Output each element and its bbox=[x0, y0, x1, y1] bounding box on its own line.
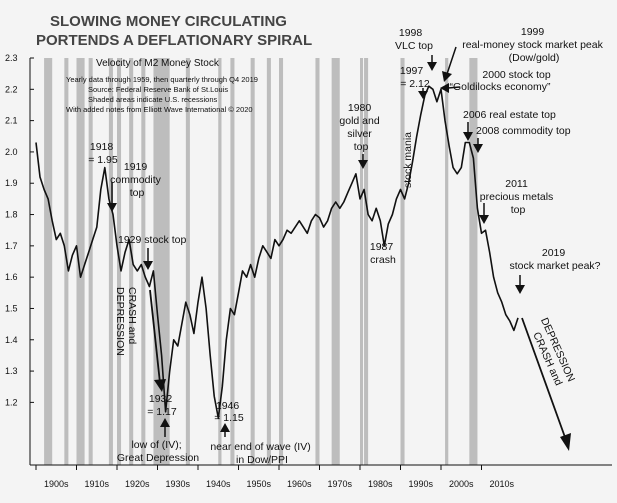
chart-title-block: SLOWING MONEY CIRCULATING PORTENDS A DEF… bbox=[36, 13, 312, 114]
arrow-1946-head bbox=[220, 423, 230, 432]
arrow-1932-head bbox=[160, 418, 170, 427]
arrow-1998-head bbox=[427, 62, 437, 71]
annotation-wave-iv: near end of wave (IV) in Dow/PPI bbox=[210, 441, 313, 466]
arrow-2019-head bbox=[515, 285, 525, 294]
recession-band bbox=[469, 58, 478, 465]
annotation-2019: 2019 stock market peak? bbox=[509, 247, 600, 272]
x-axis-ticks: 1900s 1910s 1920s 1930s 1940s 1950s 1960s 1970s… bbox=[35, 465, 515, 489]
y-tick-label: 2.3 bbox=[5, 53, 18, 63]
y-tick-label: 1.2 bbox=[5, 397, 18, 407]
arrow-1929-head bbox=[143, 261, 153, 270]
arrow-1919-head bbox=[107, 203, 117, 212]
annotation-1998-vlc-top: 1998 VLC top bbox=[395, 27, 433, 52]
y-tick-label: 1.6 bbox=[5, 272, 18, 282]
recession-band bbox=[400, 58, 405, 465]
recession-band bbox=[315, 58, 320, 465]
annotation-2006: 2006 real estate top bbox=[463, 109, 556, 121]
y-axis-ticks: 1.2 1.3 1.4 1.5 1.6 1.7 1.8 1.9 2.0 2.1 2.2 2.3 bbox=[5, 53, 34, 407]
x-tick-label: 1970s bbox=[327, 479, 352, 489]
arrow-2006-head bbox=[463, 132, 473, 141]
chart-title-line-2: PORTENDS A DEFLATIONARY SPIRAL bbox=[36, 32, 312, 49]
x-tick-label: 1920s bbox=[125, 479, 150, 489]
y-tick-label: 1.3 bbox=[5, 366, 18, 376]
y-tick-label: 1.5 bbox=[5, 303, 18, 313]
chart-subtitle: Velocity of M2 Money Stock bbox=[96, 58, 220, 69]
source-line-3: Shaded areas indicate U.S. recessions bbox=[88, 95, 217, 104]
x-tick-label: 2000s bbox=[449, 479, 474, 489]
x-tick-label: 1930s bbox=[165, 479, 190, 489]
chart-title-line-1: SLOWING MONEY CIRCULATING bbox=[50, 13, 287, 30]
y-tick-label: 2.2 bbox=[5, 84, 18, 94]
recession-band bbox=[364, 58, 369, 465]
recession-band bbox=[279, 58, 284, 465]
annotation-2008: 2008 commodity top bbox=[476, 125, 571, 137]
arrow-2008-head bbox=[473, 144, 483, 153]
annotation-2011: 2011 precious metals top bbox=[480, 178, 556, 216]
annotation-1919-commodity-top: 1919 commodity top bbox=[110, 161, 164, 199]
recession-band bbox=[360, 58, 363, 465]
source-line-4: With added notes from Elliott Wave Inter… bbox=[66, 105, 253, 114]
x-tick-label: 1900s bbox=[44, 479, 69, 489]
arrow-1980-head bbox=[358, 160, 368, 169]
annotation-1987-crash: 1987 crash bbox=[370, 241, 396, 266]
annotation-1999: 1999 real-money stock market peak (Dow/g… bbox=[462, 26, 606, 64]
arrow-1997-head bbox=[418, 91, 428, 99]
annotation-great-depression: low of (IV); Great Depression bbox=[117, 439, 199, 464]
arrow-1930-crash bbox=[149, 289, 161, 384]
velocity-series-line bbox=[35, 85, 519, 419]
arrow-1999 bbox=[446, 46, 457, 75]
x-tick-label: 1950s bbox=[246, 479, 271, 489]
arrow-1930-crash-head bbox=[154, 379, 166, 392]
y-tick-label: 2.1 bbox=[5, 116, 18, 126]
annotation-2000: 2000 stock top “Goldilocks economy” bbox=[450, 69, 554, 93]
x-tick-label: 1990s bbox=[408, 479, 433, 489]
arrow-1999-head bbox=[442, 71, 452, 82]
annotation-1932: 1932 = 1.17 bbox=[147, 393, 177, 418]
y-tick-label: 1.9 bbox=[5, 178, 18, 188]
recession-band bbox=[445, 58, 449, 465]
y-tick-label: 2.0 bbox=[5, 147, 18, 157]
arrow-future-crash bbox=[521, 317, 567, 441]
annotation-1929-stock-top: 1929 stock top bbox=[118, 234, 186, 246]
arrow-future-crash-head bbox=[560, 433, 571, 451]
recession-band bbox=[250, 58, 255, 465]
x-tick-label: 1940s bbox=[206, 479, 231, 489]
recession-band bbox=[129, 58, 134, 465]
x-tick-label: 1980s bbox=[368, 479, 393, 489]
annotation-1980: 1980 gold and silver top bbox=[339, 102, 382, 153]
annotations: 1918 = 1.95 1919 commodity top 1929 stoc… bbox=[88, 26, 606, 466]
annotation-1918: 1918 = 1.95 bbox=[88, 141, 118, 166]
x-tick-label: 2010s bbox=[489, 479, 514, 489]
recession-band bbox=[185, 58, 190, 465]
source-line-2: Source: Federal Reserve Bank of St.Louis bbox=[88, 85, 228, 94]
source-line-1: Yearly data through 1959, then quarterly… bbox=[66, 75, 258, 84]
recession-band bbox=[331, 58, 340, 465]
annotation-1997: 1997 = 2.12 bbox=[400, 65, 430, 90]
annotation-stock-mania: stock mania bbox=[402, 132, 414, 188]
annotation-1946: 1946 = 1.15 bbox=[214, 400, 244, 424]
recession-band bbox=[266, 58, 271, 465]
recession-band bbox=[88, 58, 93, 465]
arrow-2011-head bbox=[479, 215, 489, 224]
recession-band bbox=[108, 58, 113, 465]
annotation-crash-depression-1929: CRASH and DEPRESSION bbox=[114, 287, 138, 356]
x-tick-label: 1910s bbox=[84, 479, 109, 489]
recession-band bbox=[230, 58, 235, 465]
y-tick-label: 1.8 bbox=[5, 210, 18, 220]
recession-band bbox=[44, 58, 53, 465]
arrow-2000 bbox=[447, 86, 461, 89]
x-tick-label: 1960s bbox=[287, 479, 312, 489]
recession-band bbox=[218, 58, 222, 465]
recession-band bbox=[76, 58, 85, 465]
y-tick-label: 1.7 bbox=[5, 241, 18, 251]
y-tick-label: 1.4 bbox=[5, 335, 18, 345]
arrow-2000-head bbox=[440, 83, 449, 93]
